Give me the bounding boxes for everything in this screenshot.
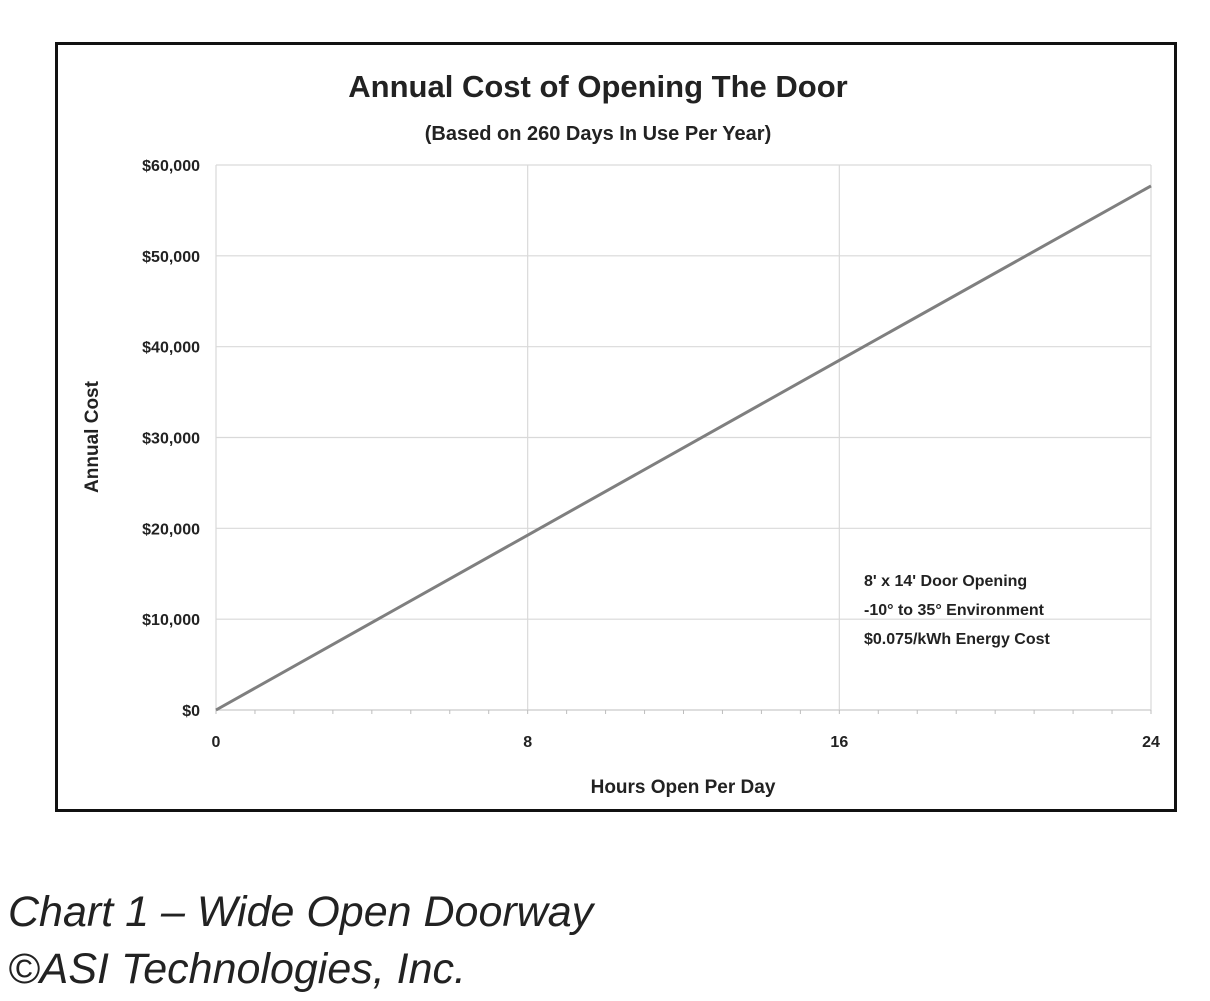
chart-title: Annual Cost of Opening The Door xyxy=(348,69,847,104)
y-tick-label: $40,000 xyxy=(142,340,200,357)
annotation-line-energy: $0.075/kWh Energy Cost xyxy=(864,631,1051,648)
line-chart: Annual Cost of Opening The Door (Based o… xyxy=(82,69,1160,798)
x-tick-label: 0 xyxy=(212,734,221,751)
chart-subtitle: (Based on 260 Days In Use Per Year) xyxy=(425,123,771,145)
x-axis-label: Hours Open Per Day xyxy=(591,777,776,798)
y-tick-label: $50,000 xyxy=(142,249,200,266)
y-tick-label: $20,000 xyxy=(142,521,200,538)
x-tick-label: 24 xyxy=(1142,734,1160,751)
annotation-line-door: 8' x 14' Door Opening xyxy=(864,573,1027,590)
chart-frame: Annual Cost of Opening The Door (Based o… xyxy=(55,42,1177,812)
series-line xyxy=(215,184,1152,712)
y-tick-label: $30,000 xyxy=(142,431,200,448)
y-tick-label: $10,000 xyxy=(142,612,200,629)
x-tick-label: 16 xyxy=(830,734,848,751)
annotation-line-environment: -10° to 35° Environment xyxy=(864,602,1045,619)
copyright-line: ©ASI Technologies, Inc. xyxy=(8,945,466,993)
figure-caption: Chart 1 – Wide Open Doorway xyxy=(8,888,594,936)
y-axis-label: Annual Cost xyxy=(82,380,103,493)
y-tick-label: $0 xyxy=(182,703,200,720)
plot-area: $0 $10,000 $20,000 $30,000 $40,000 $50,000 $60… xyxy=(142,158,1160,751)
y-tick-label: $60,000 xyxy=(142,158,200,175)
chart-annotation: 8' x 14' Door Opening -10° to 35° Enviro… xyxy=(864,573,1051,648)
x-tick-label: 8 xyxy=(523,734,532,751)
